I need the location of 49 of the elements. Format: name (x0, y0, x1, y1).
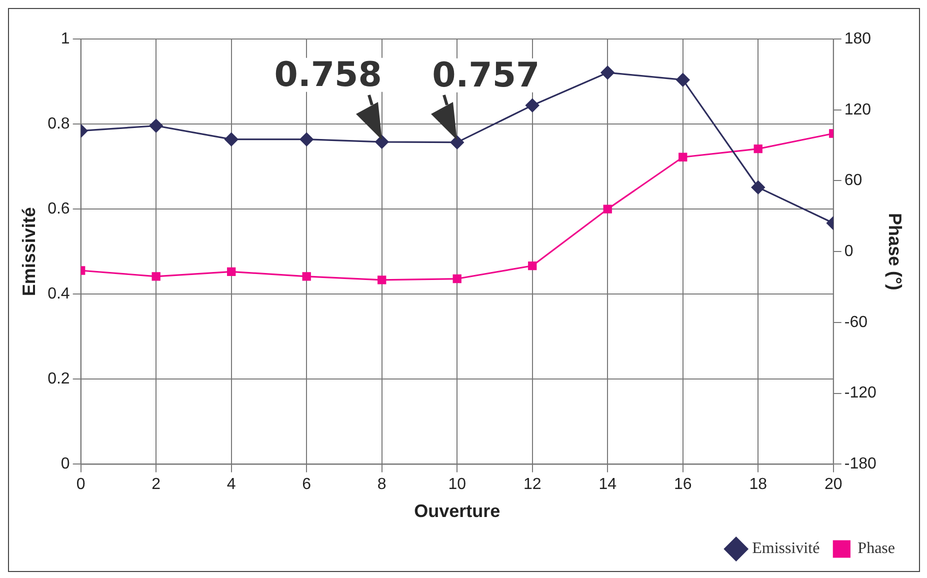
x-axis-title: Ouverture (414, 501, 500, 522)
y2-tick-label: -120 (844, 384, 876, 402)
point (152, 272, 160, 281)
y-tick-label: 0.2 (48, 370, 70, 388)
legend-label: Emissivité (752, 540, 820, 558)
x-tick-label: 8 (377, 476, 386, 494)
y-tick-label: 0.4 (48, 286, 70, 303)
point (375, 135, 389, 149)
y2-tick-label: -60 (844, 314, 868, 331)
y-tick-label: 0.6 (48, 200, 70, 218)
point (603, 204, 612, 214)
legend-label: Phase (858, 540, 895, 558)
y2-axis-title: Phase (°) (885, 212, 906, 290)
point (452, 274, 462, 284)
y-tick-label: 1 (60, 30, 70, 48)
x-tick-label: 2 (152, 476, 161, 494)
x-tick-label: 0 (76, 476, 86, 494)
x-tick-label: 16 (674, 476, 692, 494)
point (678, 152, 688, 162)
x-tick-label: 4 (226, 476, 236, 494)
point (302, 272, 311, 281)
x-tick-label: 6 (302, 476, 312, 494)
point (450, 136, 464, 150)
annotation: 0.758 (274, 54, 382, 95)
y-tick-label: 0.8 (48, 115, 70, 132)
y2-tick-label: 60 (844, 172, 862, 190)
point (378, 276, 386, 284)
point (526, 98, 540, 112)
x-tick-label: 10 (448, 476, 466, 494)
x-tick-label: 18 (749, 476, 768, 494)
y-tick-label: 0 (60, 456, 70, 473)
y2-tick-label: 120 (844, 101, 872, 118)
y2-tick-label: 0 (844, 243, 854, 260)
point (227, 267, 236, 276)
point (300, 132, 314, 146)
point (676, 73, 690, 87)
point (149, 118, 163, 133)
point (751, 180, 765, 194)
point (600, 66, 614, 80)
x-tick-label: 12 (523, 476, 542, 494)
point (224, 132, 238, 146)
x-tick-label: 20 (824, 476, 842, 494)
y-axis-title: Emissivité (18, 207, 39, 296)
x-tick-label: 14 (598, 476, 617, 494)
point (754, 144, 762, 154)
y2-tick-label: 180 (844, 30, 872, 48)
point (528, 261, 537, 270)
y2-tick-label: -180 (844, 456, 876, 473)
annotation: 0.757 (432, 55, 540, 96)
